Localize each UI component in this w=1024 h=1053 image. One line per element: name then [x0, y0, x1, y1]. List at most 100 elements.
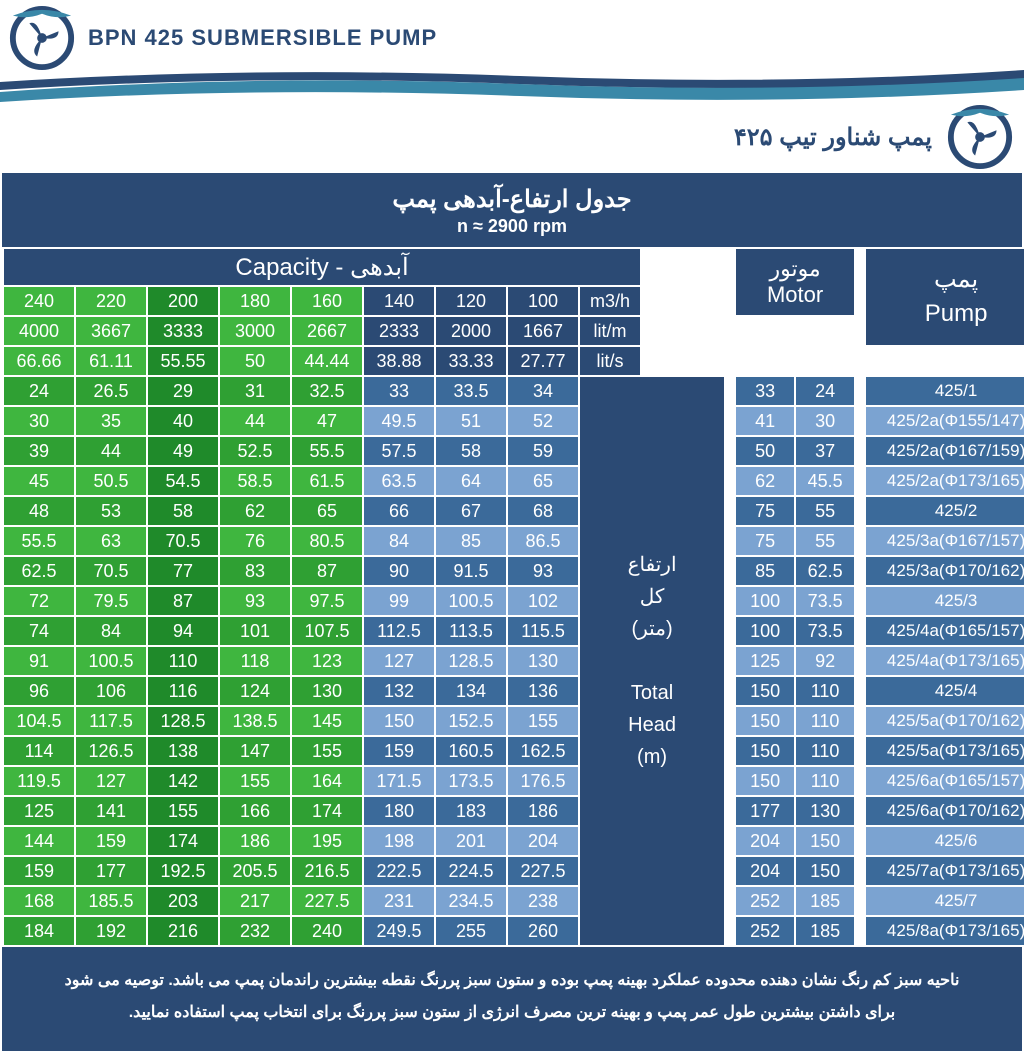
kw-cell: 110: [796, 767, 854, 795]
value-cell: 45: [4, 467, 74, 495]
value-cell: 96: [4, 677, 74, 705]
table-row: 2426.5293132.53333.534ارتفاعکل(متر)Total…: [4, 377, 1024, 405]
value-cell: 87: [292, 557, 362, 585]
value-cell: 30: [4, 407, 74, 435]
kw-cell: 150: [796, 827, 854, 855]
value-cell: 205.5: [220, 857, 290, 885]
cap-col: 27.77: [508, 347, 578, 375]
hp-cell: 33: [736, 377, 794, 405]
cap-col: 120: [436, 287, 506, 315]
value-cell: 240: [292, 917, 362, 945]
hp-cell: 100: [736, 587, 794, 615]
propeller-logo-icon: [8, 4, 76, 72]
value-cell: 130: [292, 677, 362, 705]
value-cell: 94: [148, 617, 218, 645]
value-cell: 184: [4, 917, 74, 945]
value-cell: 80.5: [292, 527, 362, 555]
table-row: 4550.554.558.561.563.564656245.5425/2a(Φ…: [4, 467, 1024, 495]
value-cell: 77: [148, 557, 218, 585]
value-cell: 124: [220, 677, 290, 705]
value-cell: 59: [508, 437, 578, 465]
cap-col: 140: [364, 287, 434, 315]
value-cell: 249.5: [364, 917, 434, 945]
unit-label: m3/h: [580, 287, 640, 315]
value-cell: 84: [364, 527, 434, 555]
value-cell: 62: [220, 497, 290, 525]
total-head-header: ارتفاعکل(متر)TotalHead(m): [580, 377, 724, 945]
value-cell: 110: [148, 647, 218, 675]
value-cell: 57.5: [364, 437, 434, 465]
value-cell: 64: [436, 467, 506, 495]
hp-cell: 62: [736, 467, 794, 495]
pump-cell: 425/3a(Φ167/157): [866, 527, 1024, 555]
value-cell: 204: [508, 827, 578, 855]
title-english: BPN 425 SUBMERSIBLE PUMP: [88, 25, 437, 51]
value-cell: 84: [76, 617, 146, 645]
pump-cell: 425/2a(Φ155/147): [866, 407, 1024, 435]
value-cell: 159: [4, 857, 74, 885]
footer-line-2: برای داشتن بیشترین طول عمر پمپ و بهینه ت…: [32, 997, 992, 1029]
pump-cell: 425/2: [866, 497, 1024, 525]
value-cell: 53: [76, 497, 146, 525]
value-cell: 70.5: [76, 557, 146, 585]
table-row: 114126.5138147155159160.5162.5150110425/…: [4, 737, 1024, 765]
kw-cell: 110: [796, 737, 854, 765]
value-cell: 48: [4, 497, 74, 525]
value-cell: 155: [292, 737, 362, 765]
value-cell: 54.5: [148, 467, 218, 495]
value-cell: 192: [76, 917, 146, 945]
value-cell: 67: [436, 497, 506, 525]
value-cell: 114: [4, 737, 74, 765]
table-row: 7279.5879397.599100.510210073.5425/3: [4, 587, 1024, 615]
cap-col: 61.11: [76, 347, 146, 375]
cap-col: 50: [220, 347, 290, 375]
value-cell: 155: [148, 797, 218, 825]
value-cell: 107.5: [292, 617, 362, 645]
value-cell: 33.5: [436, 377, 506, 405]
pump-cell: 425/4: [866, 677, 1024, 705]
pump-cell: 425/3a(Φ170/162): [866, 557, 1024, 585]
table-row: 119.5127142155164171.5173.5176.515011042…: [4, 767, 1024, 795]
pump-cell: 425/6a(Φ165/157): [866, 767, 1024, 795]
table-row: 125141155166174180183186177130425/6a(Φ17…: [4, 797, 1024, 825]
cap-col: 66.66: [4, 347, 74, 375]
hp-cell: 252: [736, 917, 794, 945]
kw-cell: 30: [796, 407, 854, 435]
hp-cell: 150: [736, 767, 794, 795]
value-cell: 126.5: [76, 737, 146, 765]
value-cell: 203: [148, 887, 218, 915]
cap-col: 44.44: [292, 347, 362, 375]
value-cell: 117.5: [76, 707, 146, 735]
value-cell: 106: [76, 677, 146, 705]
hp-cell: 204: [736, 827, 794, 855]
value-cell: 128.5: [436, 647, 506, 675]
value-cell: 66: [364, 497, 434, 525]
header: BPN 425 SUBMERSIBLE PUMP: [0, 0, 1024, 76]
value-cell: 31: [220, 377, 290, 405]
value-cell: 83: [220, 557, 290, 585]
value-cell: 74: [4, 617, 74, 645]
hp-cell: 150: [736, 707, 794, 735]
value-cell: 116: [148, 677, 218, 705]
table-row: 748494101107.5112.5113.5115.510073.5425/…: [4, 617, 1024, 645]
value-cell: 49.5: [364, 407, 434, 435]
value-cell: 24: [4, 377, 74, 405]
hp-cell: 100: [736, 617, 794, 645]
value-cell: 216.5: [292, 857, 362, 885]
banner: پمپ شناور تیپ ۴۲۵: [0, 103, 1024, 171]
cap-col: 1667: [508, 317, 578, 345]
hp-cell: 150: [736, 677, 794, 705]
value-cell: 166: [220, 797, 290, 825]
value-cell: 115.5: [508, 617, 578, 645]
cap-col: 2000: [436, 317, 506, 345]
value-cell: 85: [436, 527, 506, 555]
value-cell: 123: [292, 647, 362, 675]
kw-cell: 37: [796, 437, 854, 465]
value-cell: 174: [292, 797, 362, 825]
value-cell: 99: [364, 587, 434, 615]
hp-cell: 41: [736, 407, 794, 435]
value-cell: 119.5: [4, 767, 74, 795]
value-cell: 35: [76, 407, 146, 435]
value-cell: 63: [76, 527, 146, 555]
cap-col: 240: [4, 287, 74, 315]
